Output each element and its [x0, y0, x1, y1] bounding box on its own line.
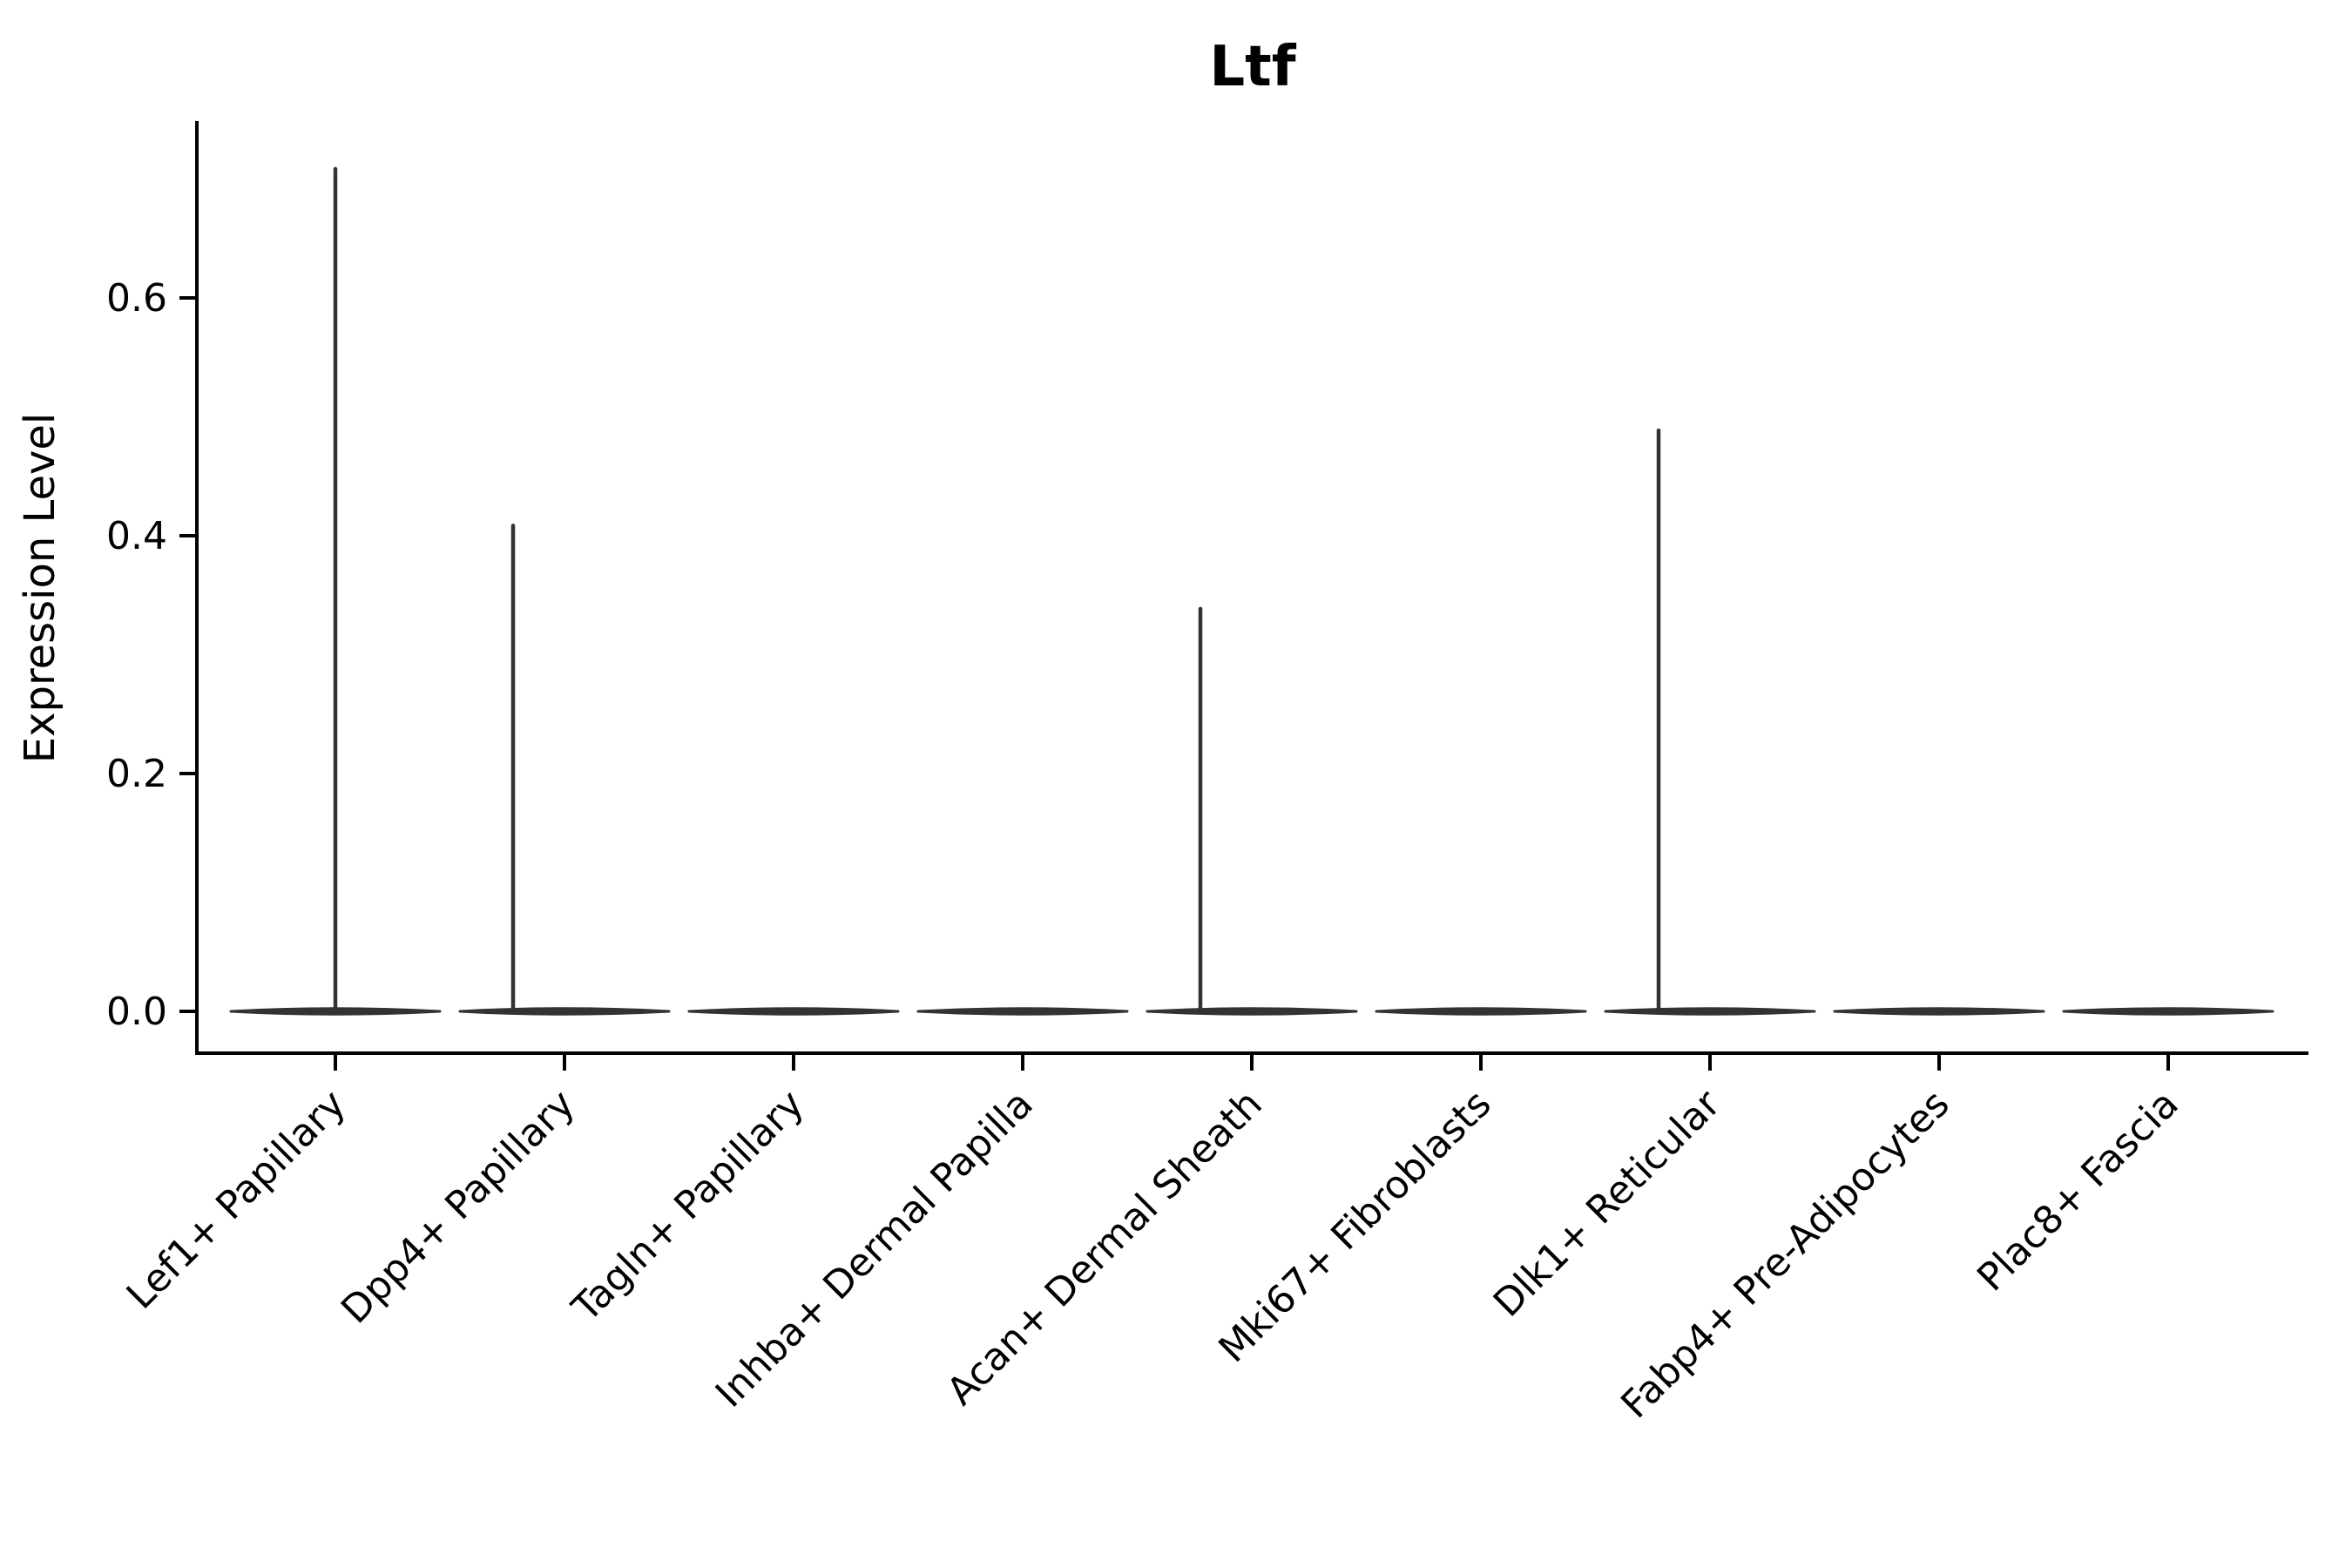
violin-body [1604, 1007, 1816, 1016]
x-tick-label: Plac8+ Fascia [1969, 1082, 2187, 1301]
y-tick-label: 0.4 [106, 514, 167, 558]
violins-group [229, 166, 2274, 1016]
y-tick-label: 0.0 [106, 990, 167, 1034]
violin-body [458, 1007, 671, 1016]
y-tick-label: 0.2 [106, 752, 167, 796]
violin-body [229, 1007, 442, 1016]
x-tick-label: Lef1+ Papillary [118, 1082, 355, 1318]
violin-body [687, 1007, 900, 1016]
violin-body [2062, 1007, 2274, 1016]
violin-body [1833, 1007, 2045, 1016]
violin-body [916, 1007, 1129, 1016]
y-axis-label: Expression Level [16, 413, 64, 764]
x-tick-label: Dpp4+ Papillary [333, 1082, 584, 1333]
chart-title: Ltf [1209, 35, 1296, 99]
x-tick-label: Tagln+ Papillary [564, 1082, 813, 1331]
y-tick-label: 0.6 [106, 276, 167, 321]
violin-body [1375, 1007, 1587, 1016]
x-tick-label: Dlk1+ Reticular [1485, 1081, 1730, 1326]
violin-body [1146, 1007, 1358, 1016]
